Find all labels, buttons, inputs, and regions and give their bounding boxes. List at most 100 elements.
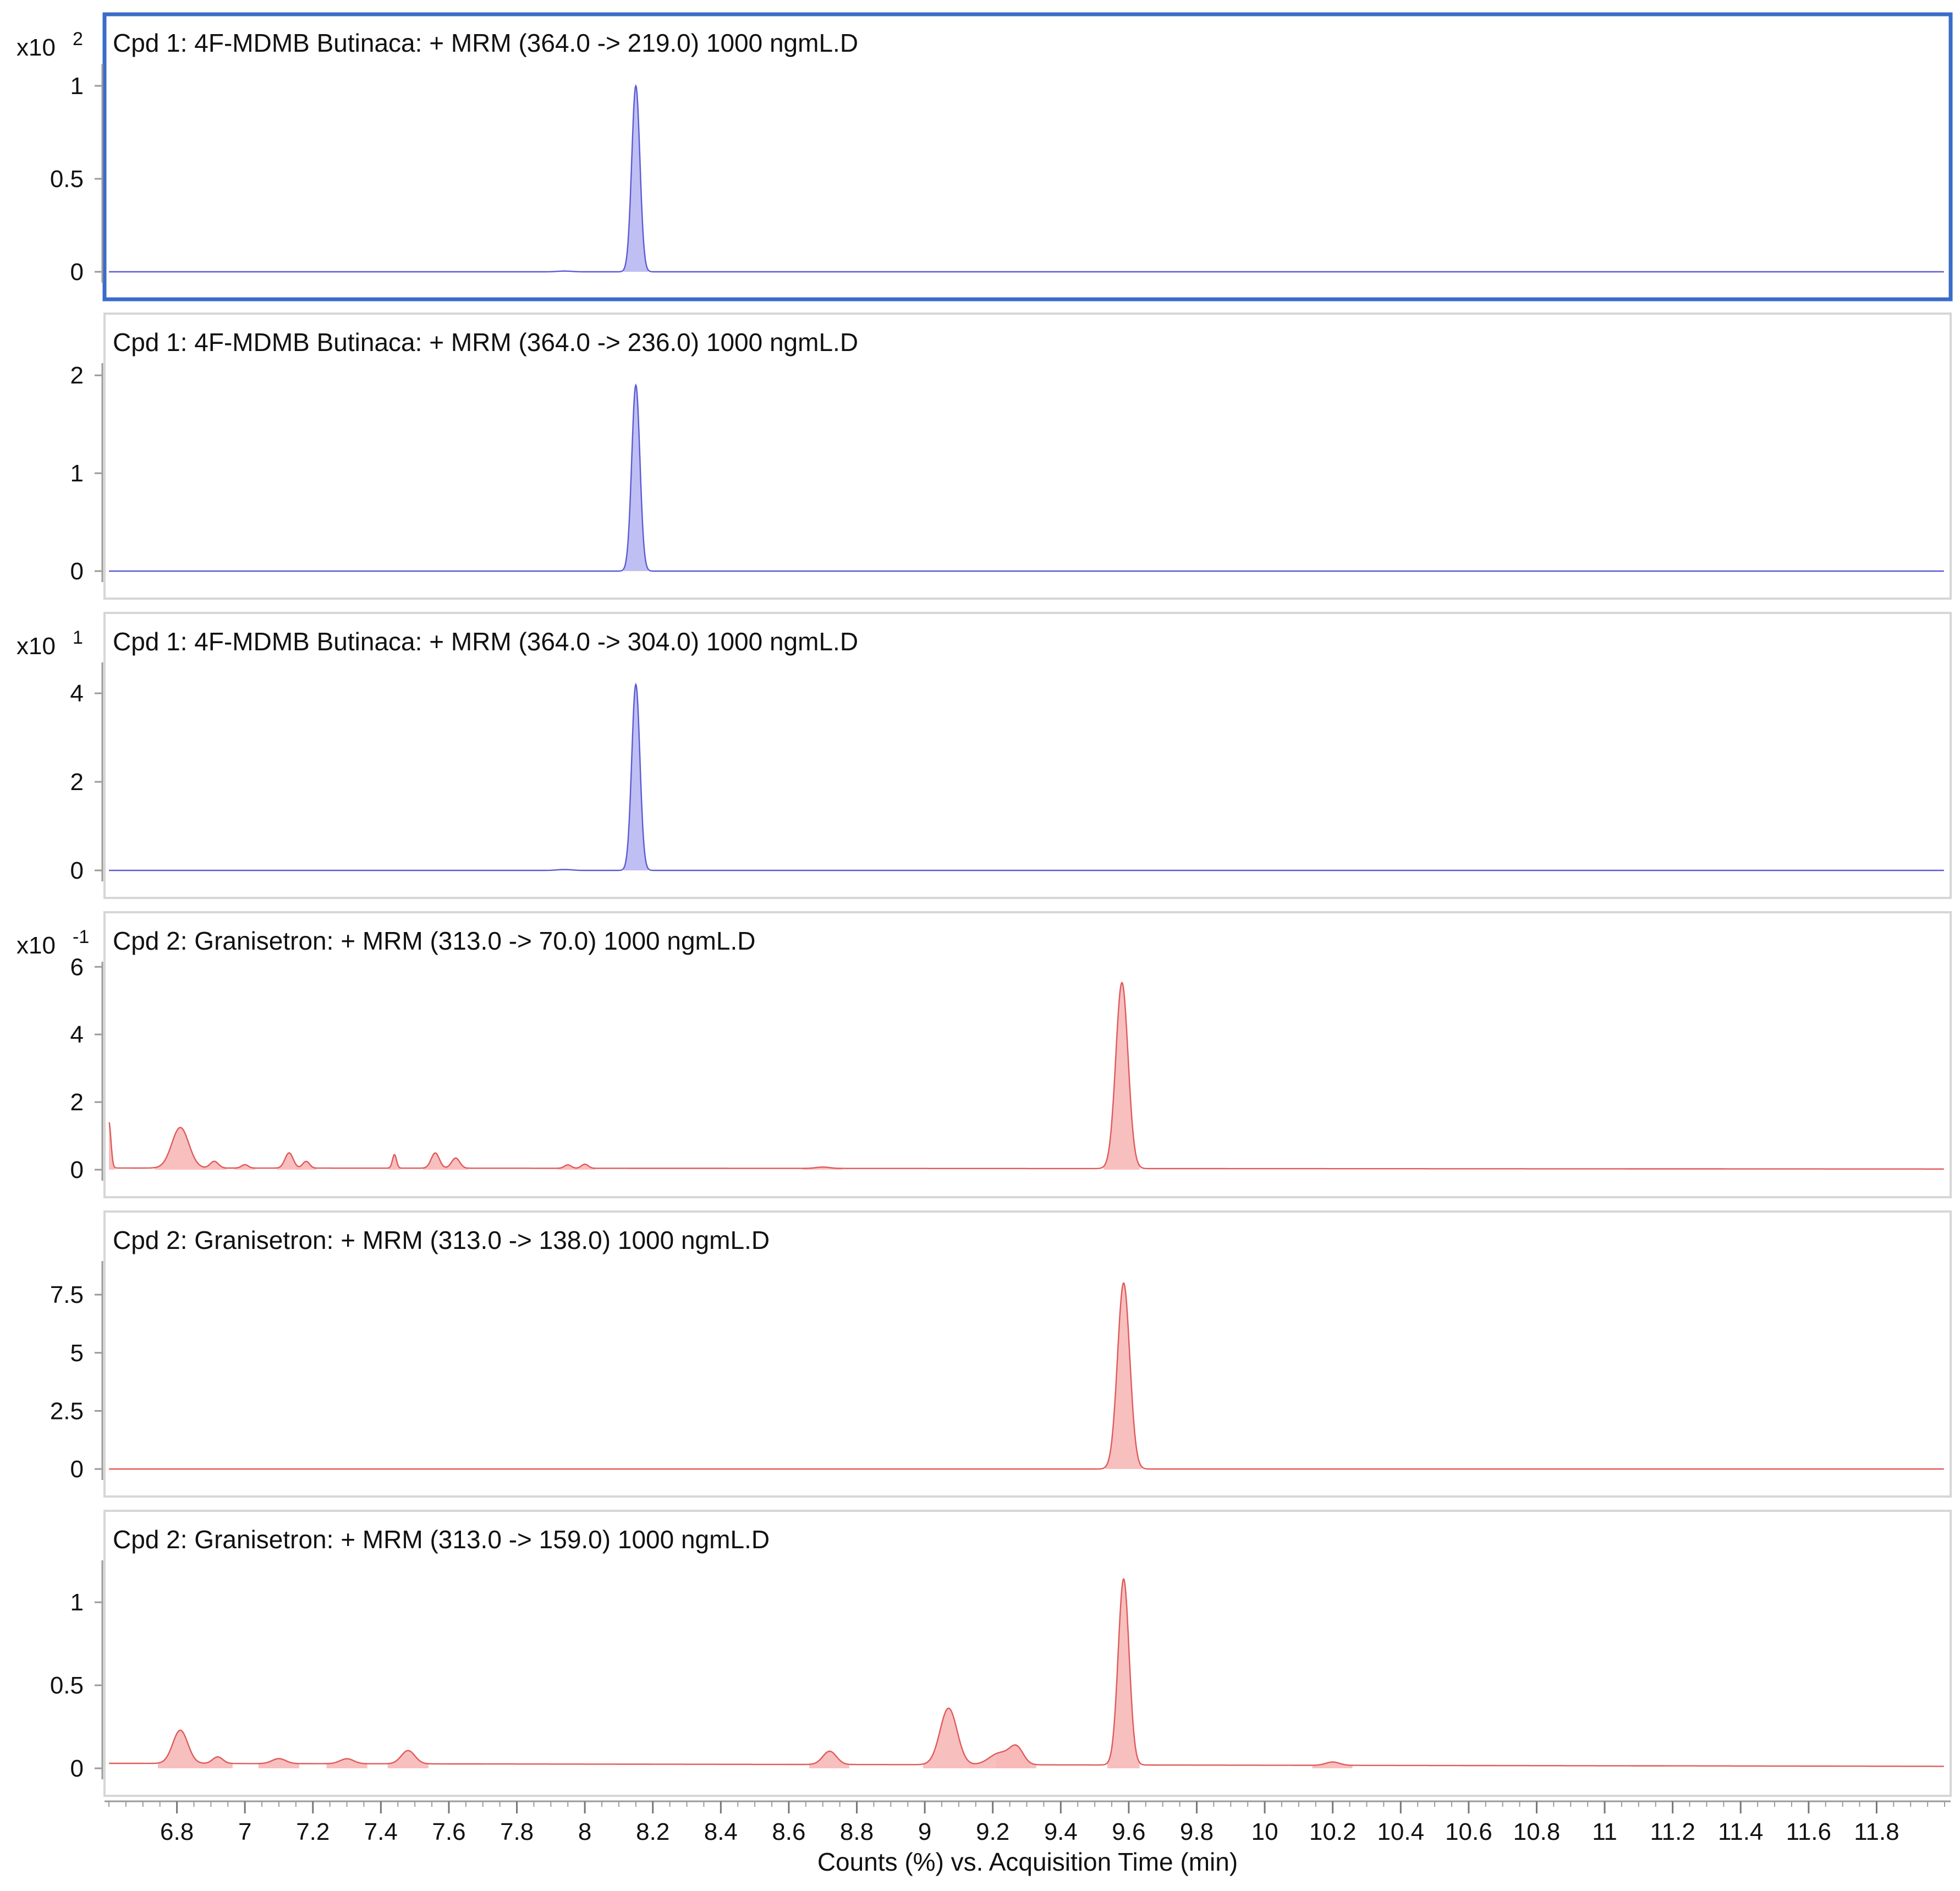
x-tick-label: 8.2 [636, 1818, 669, 1845]
panel-frame [103, 612, 1952, 899]
peak-area-2[interactable] [155, 1127, 206, 1170]
y-tick-label: 0.5 [50, 1672, 84, 1699]
chromatogram-panel-1[interactable]: Cpd 1: 4F-MDMB Butinaca: + MRM (364.0 ->… [17, 12, 1953, 302]
y-tick-label: 1 [70, 460, 84, 487]
panel-frame [103, 1210, 1952, 1498]
x-tick-label: 8 [578, 1818, 591, 1845]
x-tick-label: 9.2 [976, 1818, 1009, 1845]
peak-area-12[interactable] [802, 1167, 843, 1170]
scale-exponent: 2 [73, 29, 83, 50]
chromatogram-trace [109, 1578, 1944, 1767]
y-tick-label: 5 [70, 1340, 84, 1367]
y-tick-label: 7.5 [50, 1281, 84, 1308]
peak-area-3[interactable] [258, 1758, 300, 1768]
peak-area-6[interactable] [295, 1161, 316, 1170]
x-tick-label: 7.8 [500, 1818, 534, 1845]
panel-frame [102, 12, 1953, 302]
scale-multiplier: x10 [17, 633, 56, 660]
panel-title: Cpd 1: 4F-MDMB Butinaca: + MRM (364.0 ->… [113, 29, 858, 57]
peak-area-1[interactable] [1105, 1283, 1142, 1469]
panel-title: Cpd 1: 4F-MDMB Butinaca: + MRM (364.0 ->… [113, 328, 858, 357]
y-tick-label: 0.5 [50, 166, 84, 193]
y-tick-label: 2 [70, 769, 84, 796]
scale-exponent: 1 [73, 627, 83, 648]
peak-area-8[interactable] [423, 1153, 448, 1170]
peak-area-5[interactable] [277, 1153, 301, 1170]
x-tick-label: 10 [1251, 1818, 1278, 1845]
scale-multiplier: x10 [17, 932, 56, 959]
x-tick-label: 10.6 [1445, 1818, 1492, 1845]
panel-title: Cpd 2: Granisetron: + MRM (313.0 -> 159.… [113, 1525, 770, 1554]
chromatogram-trace [109, 1282, 1944, 1470]
chromatogram-trace [108, 981, 1944, 1170]
x-tick-label: 8.4 [704, 1818, 738, 1845]
peak-area-1[interactable] [623, 86, 649, 272]
x-tick-label: 11.4 [1718, 1818, 1763, 1845]
peak-area-11[interactable] [1312, 1762, 1353, 1769]
chromatogram-panel-3[interactable]: Cpd 1: 4F-MDMB Butinaca: + MRM (364.0 ->… [17, 612, 1952, 899]
chromatogram-panel-6[interactable]: Cpd 2: Granisetron: + MRM (313.0 -> 159.… [50, 1510, 1952, 1797]
x-tick-label: 8.6 [772, 1818, 805, 1845]
peak-area-5[interactable] [387, 1750, 429, 1768]
peak-area-1[interactable] [158, 1730, 203, 1768]
x-tick-label: 11 [1592, 1818, 1617, 1845]
x-tick-label: 10.8 [1513, 1818, 1561, 1845]
x-tick-label: 7.2 [296, 1818, 330, 1845]
y-tick-label: 6 [70, 953, 84, 980]
x-tick-label: 11.6 [1786, 1818, 1831, 1845]
chromatogram-trace [109, 683, 1944, 871]
peak-area-13[interactable] [1103, 982, 1140, 1170]
x-tick-label: 6.8 [160, 1818, 194, 1845]
peak-area-6[interactable] [809, 1751, 849, 1768]
y-tick-label: 0 [70, 558, 84, 585]
y-tick-label: 1 [70, 73, 84, 100]
x-tick-label: 9.8 [1180, 1818, 1214, 1845]
y-tick-label: 0 [70, 1755, 84, 1782]
panel-title: Cpd 2: Granisetron: + MRM (313.0 -> 138.… [113, 1226, 770, 1254]
panel-frame [103, 1510, 1952, 1797]
peak-area-4[interactable] [234, 1164, 255, 1170]
y-tick-label: 0 [70, 259, 84, 286]
scale-exponent: -1 [73, 927, 89, 947]
chromatogram-panel-5[interactable]: Cpd 2: Granisetron: + MRM (313.0 -> 138.… [50, 1210, 1952, 1498]
x-tick-label: 11.2 [1650, 1818, 1695, 1845]
peak-area-3[interactable] [202, 1161, 227, 1170]
peak-area-1[interactable] [623, 385, 649, 571]
scale-multiplier: x10 [17, 34, 56, 61]
x-tick-label: 9.6 [1112, 1818, 1145, 1845]
peak-area-11[interactable] [574, 1164, 595, 1170]
peak-area-1[interactable] [623, 684, 649, 870]
x-tick-label: 9.4 [1044, 1818, 1078, 1845]
peak-area-4[interactable] [326, 1758, 367, 1768]
chromatogram-trace [109, 84, 1944, 273]
chromatogram-panel-4[interactable]: Cpd 2: Granisetron: + MRM (313.0 -> 70.0… [17, 911, 1952, 1198]
panel-frame [103, 313, 1952, 600]
y-tick-label: 1 [70, 1589, 84, 1616]
panel-title: Cpd 1: 4F-MDMB Butinaca: + MRM (364.0 ->… [113, 627, 858, 656]
panel-frame [103, 911, 1952, 1198]
x-tick-label: 8.8 [840, 1818, 874, 1845]
x-tick-label: 10.4 [1377, 1818, 1424, 1845]
chromatogram-panel-2[interactable]: Cpd 1: 4F-MDMB Butinaca: + MRM (364.0 ->… [70, 313, 1952, 600]
x-axis: 6.8 7 7.2 7.4 7.6 7.8 8 8.2 8.4 8.6 8.8 9 9.2 9.4 9.6 9… [105, 1800, 1951, 1876]
peak-area-9[interactable] [443, 1158, 468, 1170]
x-tick-label: 7.4 [364, 1818, 398, 1845]
y-tick-label: 0 [70, 857, 84, 884]
y-tick-label: 0 [70, 1456, 84, 1483]
peak-area-2[interactable] [202, 1757, 233, 1768]
y-tick-label: 4 [70, 1021, 84, 1048]
x-tick-label: 10.2 [1309, 1818, 1357, 1845]
panel-title: Cpd 2: Granisetron: + MRM (313.0 -> 70.0… [113, 927, 755, 955]
chromatogram-trace [109, 383, 1944, 572]
peak-area-10[interactable] [1107, 1578, 1140, 1768]
peak-area-10[interactable] [557, 1165, 578, 1170]
x-tick-label: 7 [238, 1818, 251, 1845]
peak-area-7[interactable] [388, 1154, 401, 1170]
x-axis-label: Counts (%) vs. Acquisition Time (min) [817, 1848, 1238, 1876]
y-tick-label: 2 [70, 362, 84, 389]
peak-area-7[interactable] [923, 1708, 974, 1768]
x-tick-label: 7.6 [432, 1818, 465, 1845]
x-tick-label: 9 [918, 1818, 931, 1845]
